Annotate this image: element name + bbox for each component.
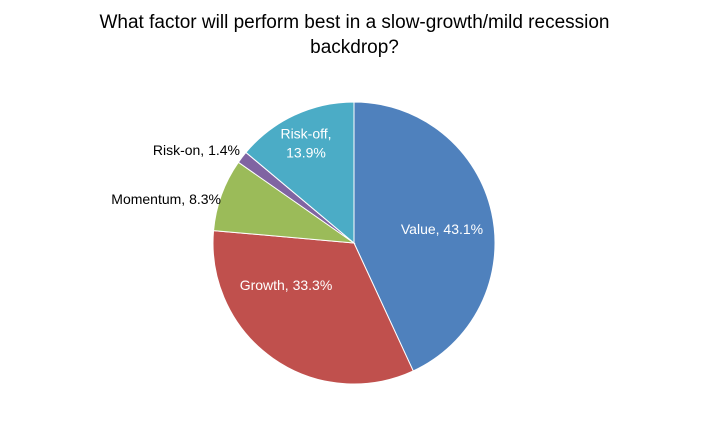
data-label-risk-on: Risk-on, 1.4% — [153, 142, 240, 158]
data-label-line: Risk-off, — [280, 126, 331, 142]
chart-title: What factor will perform best in a slow-… — [0, 10, 709, 60]
pie-slice-growth — [212, 230, 414, 385]
data-label-line: Growth, 33.3% — [240, 277, 333, 293]
data-label-momentum: Momentum, 8.3% — [111, 191, 221, 207]
data-label-line: 13.9% — [286, 145, 326, 161]
chart-title-line-1: What factor will perform best in a slow-… — [99, 12, 610, 33]
data-label-line: Risk-on, 1.4% — [153, 142, 240, 158]
data-label-growth: Growth, 33.3% — [240, 277, 333, 293]
data-label-line: Momentum, 8.3% — [111, 191, 221, 207]
pie-slice-value — [353, 101, 496, 372]
pie-slice-risk-off — [245, 101, 355, 245]
data-label-line: Value, 43.1% — [401, 221, 483, 237]
chart-title-line-2: backdrop? — [310, 37, 399, 58]
data-label-risk-off: Risk-off, 13.9% — [280, 126, 331, 161]
data-label-value: Value, 43.1% — [401, 221, 483, 237]
